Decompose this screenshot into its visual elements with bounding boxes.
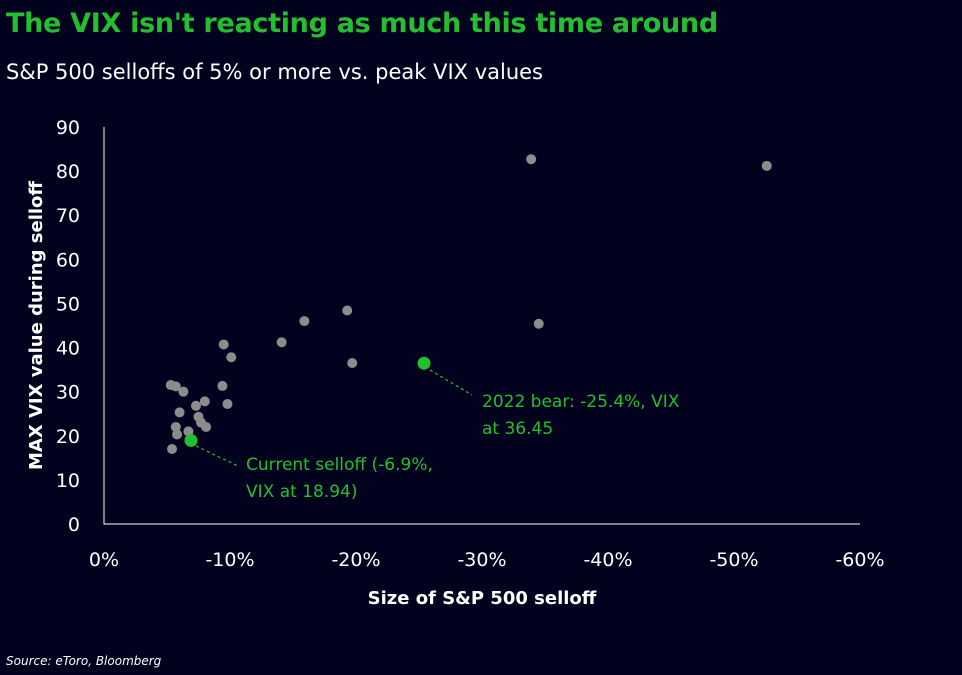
annotation-label: VIX at 18.94) xyxy=(246,482,357,502)
annotation-leader-line xyxy=(195,445,239,467)
chart-subtitle: S&P 500 selloffs of 5% or more vs. peak … xyxy=(6,60,543,84)
x-axis-label: Size of S&P 500 selloff xyxy=(368,588,597,609)
x-tick-label: -10% xyxy=(205,549,254,571)
data-point xyxy=(170,381,181,392)
y-tick-label: 10 xyxy=(56,470,80,492)
x-tick-label: -60% xyxy=(835,549,884,571)
highlight-point xyxy=(184,433,198,447)
data-point xyxy=(226,352,237,363)
data-point xyxy=(347,357,358,368)
data-point xyxy=(172,429,183,440)
x-tick-label: 0% xyxy=(89,549,119,571)
data-point xyxy=(342,305,353,316)
x-tick-label: -20% xyxy=(331,549,380,571)
chart-title: The VIX isn't reacting as much this time… xyxy=(6,8,718,39)
x-tick-label: -40% xyxy=(583,549,632,571)
data-point xyxy=(526,154,537,165)
data-point xyxy=(217,380,228,391)
annotation-label: at 36.45 xyxy=(482,419,553,439)
data-point xyxy=(761,160,772,171)
y-tick-label: 90 xyxy=(56,117,80,139)
data-point xyxy=(199,396,210,407)
data-point xyxy=(218,339,229,350)
y-tick-label: 20 xyxy=(56,426,80,448)
y-tick-label: 30 xyxy=(56,382,80,404)
y-tick-label: 40 xyxy=(56,338,80,360)
data-point xyxy=(222,399,233,410)
x-tick-label: -50% xyxy=(709,549,758,571)
data-point xyxy=(183,426,194,437)
y-tick-label: 60 xyxy=(56,249,80,271)
y-tick-label: 50 xyxy=(56,293,80,315)
data-point xyxy=(174,407,185,418)
x-tick-label: -30% xyxy=(457,549,506,571)
data-point xyxy=(190,400,201,411)
data-point xyxy=(201,421,212,432)
data-point xyxy=(167,444,178,455)
y-tick-label: 70 xyxy=(56,205,80,227)
y-tick-label: 0 xyxy=(68,514,80,536)
annotation-leader-line xyxy=(429,369,473,396)
data-point xyxy=(299,316,310,327)
data-point xyxy=(533,318,544,329)
data-point xyxy=(276,337,287,348)
source-note: Source: eToro, Bloomberg xyxy=(6,654,162,668)
y-tick-label: 80 xyxy=(56,161,80,183)
annotation-label: 2022 bear: -25.4%, VIX xyxy=(482,392,680,412)
highlight-point xyxy=(417,356,431,370)
annotation-label: Current selloff (-6.9%, xyxy=(246,455,433,475)
data-point xyxy=(178,386,189,397)
data-point xyxy=(170,421,181,432)
y-axis-label: MAX VIX value during selloff xyxy=(26,181,47,470)
